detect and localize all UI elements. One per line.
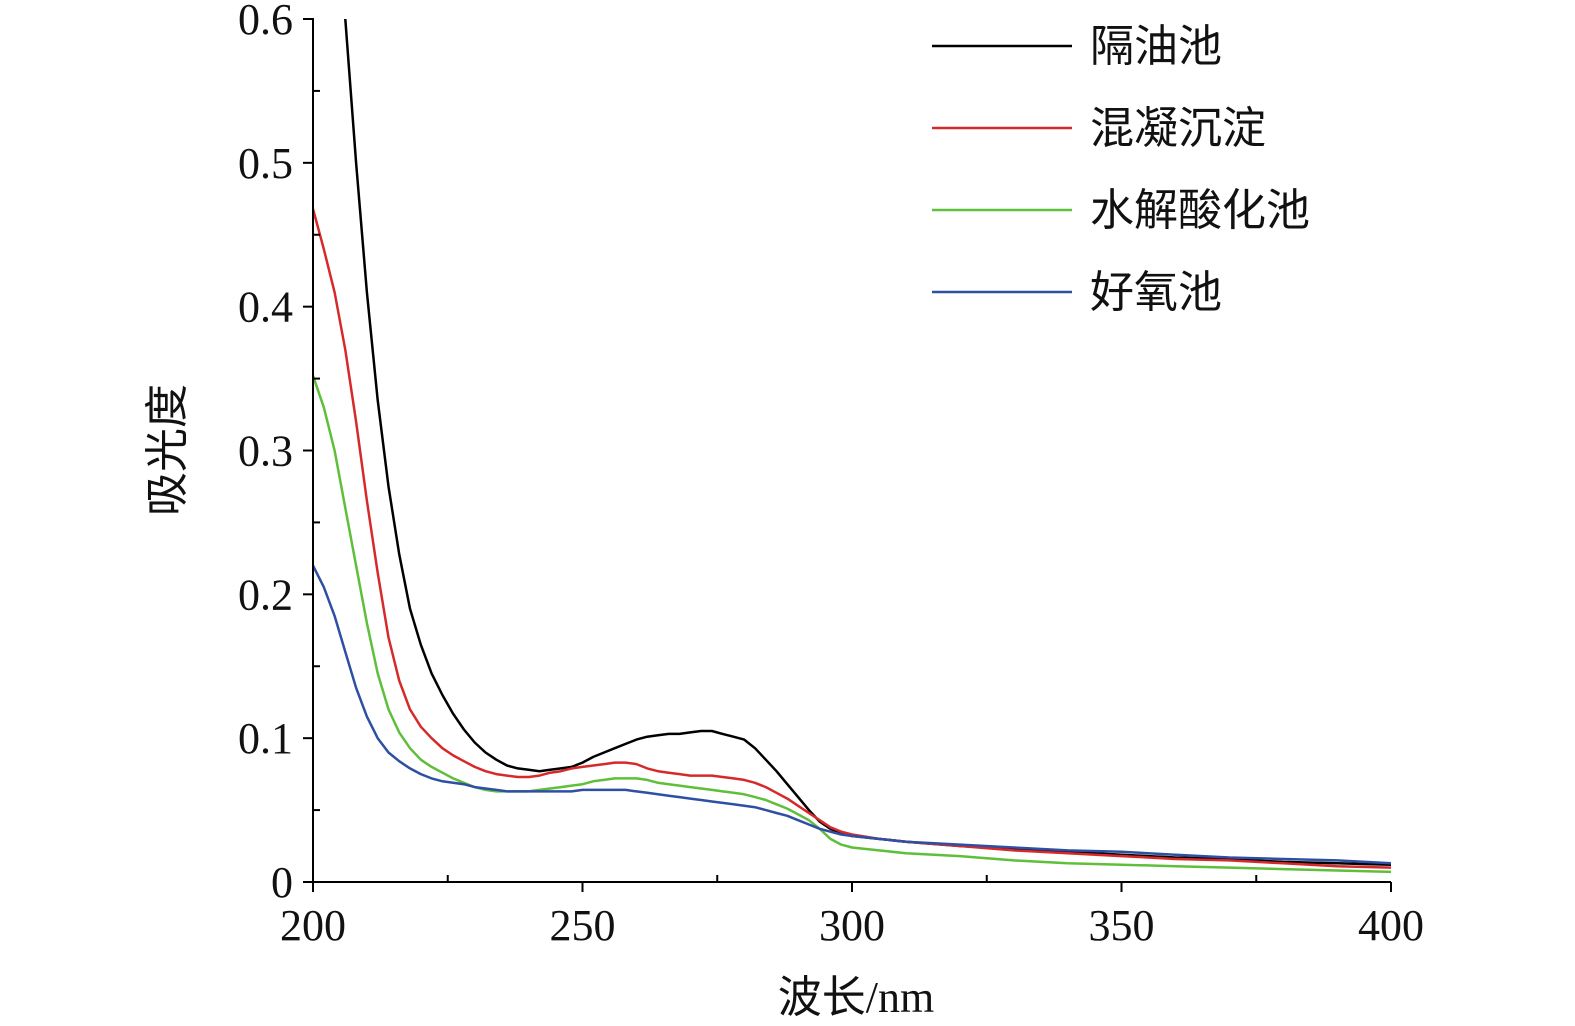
x-tick-label: 200 xyxy=(280,901,346,950)
legend-label-4: 好氧池 xyxy=(1090,268,1222,317)
y-tick-label: 0.5 xyxy=(238,139,293,188)
series-line-4 xyxy=(313,564,1391,865)
tick-layer: 200 250 300 350 400 0 0.1 0.2 0.3 0.4 0.5 0.6 xyxy=(238,0,1424,950)
series-layer xyxy=(313,19,1391,874)
x-tick-label: 350 xyxy=(1089,901,1155,950)
legend-label-1: 隔油池 xyxy=(1090,22,1222,71)
x-tick-label: 250 xyxy=(550,901,616,950)
y-tick-label: 0.6 xyxy=(238,0,293,44)
series-line-2 xyxy=(313,207,1391,869)
x-tick-label: 400 xyxy=(1358,901,1424,950)
y-tick-label: 0.3 xyxy=(238,427,293,476)
y-tick-label: 0 xyxy=(271,858,293,907)
legend-label-3: 水解酸化池 xyxy=(1090,186,1310,235)
y-tick-label: 0.4 xyxy=(238,283,293,332)
legend-label-2: 混凝沉淀 xyxy=(1090,104,1266,153)
x-tick-label: 300 xyxy=(819,901,885,950)
series-line-3 xyxy=(313,374,1391,874)
x-axis-title: 波长/nm xyxy=(778,973,934,1022)
y-axis-title: 吸光度 xyxy=(143,384,192,516)
y-tick-label: 0.2 xyxy=(238,570,293,619)
y-tick-label: 0.1 xyxy=(238,714,293,763)
